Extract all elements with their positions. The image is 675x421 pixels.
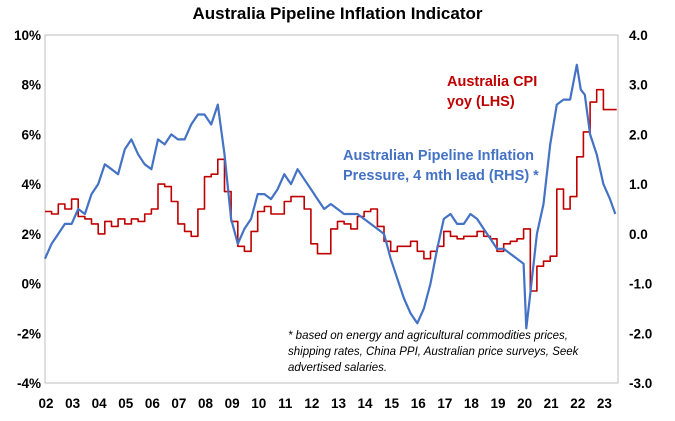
- x-tick-label: 20: [517, 396, 532, 411]
- right-tick-label: 2.0: [629, 127, 648, 142]
- left-tick-label: 4%: [21, 177, 41, 192]
- plot-area-frame: [44, 34, 619, 384]
- series-labels: Australia CPI yoy (LHS) Australian Pipelin…: [343, 74, 539, 184]
- x-tick-label: 10: [251, 396, 266, 411]
- x-tick-label: 13: [331, 396, 347, 411]
- pipeline-series-line: [43, 63, 617, 330]
- x-tick-label: 06: [145, 396, 161, 411]
- x-tick-label: 17: [437, 396, 452, 411]
- x-tick-label: 11: [278, 396, 293, 411]
- footnote: * based on energy and agricultural commo…: [288, 330, 580, 374]
- left-tick-label: -2%: [17, 326, 41, 341]
- footnote-line: advertised salaries.: [288, 362, 387, 374]
- right-tick-label: 0.0: [629, 227, 648, 242]
- pipeline-series-label: Australian Pipeline Inflation: [343, 148, 534, 164]
- right-tick-label: 1.0: [629, 177, 648, 192]
- x-tick-label: 07: [171, 396, 186, 411]
- right-tick-label: 3.0: [629, 78, 648, 93]
- x-tick-label: 02: [38, 396, 53, 411]
- left-axis: 10% 8% 6% 4% 2% 0% -2% -4%: [14, 28, 41, 391]
- left-tick-label: 6%: [21, 127, 41, 142]
- left-tick-label: 2%: [21, 227, 41, 242]
- x-tick-label: 16: [411, 396, 427, 411]
- x-axis: 02 03 04 05 06 07 08 09 10 11 12 13 14 15 16 17 18 19 20 21…: [38, 396, 612, 411]
- x-tick-label: 03: [65, 396, 81, 411]
- cpi-series-line: [45, 88, 617, 292]
- footnote-line: shipping rates, China PPI, Australian pr…: [288, 346, 580, 358]
- footnote-line: * based on energy and agricultural commo…: [288, 330, 568, 342]
- x-tick-label: 23: [597, 396, 613, 411]
- left-tick-label: -4%: [17, 376, 41, 391]
- x-tick-label: 19: [491, 396, 506, 411]
- right-tick-label: -3.0: [629, 376, 652, 391]
- x-tick-label: 21: [544, 396, 560, 411]
- x-tick-label: 04: [92, 396, 108, 411]
- cpi-series-label: Australia CPI: [447, 74, 537, 90]
- right-tick-label: -1.0: [629, 277, 652, 292]
- left-tick-label: 0%: [21, 277, 41, 292]
- x-tick-label: 12: [304, 396, 319, 411]
- x-tick-label: 15: [384, 396, 400, 411]
- x-tick-label: 18: [464, 396, 480, 411]
- left-tick-label: 10%: [14, 28, 41, 43]
- x-tick-label: 08: [198, 396, 214, 411]
- series-layer: [43, 63, 617, 330]
- x-tick-label: 09: [225, 396, 240, 411]
- left-tick-label: 8%: [21, 78, 41, 93]
- x-tick-label: 05: [118, 396, 134, 411]
- x-tick-label: 14: [358, 396, 374, 411]
- right-tick-label: -2.0: [629, 326, 652, 341]
- pipeline-series-label: Pressure, 4 mth lead (RHS) *: [343, 168, 539, 184]
- chart-title: Australia Pipeline Inflation Indicator: [192, 4, 483, 23]
- right-axis: 4.0 3.0 2.0 1.0 0.0 -1.0 -2.0 -3.0: [629, 28, 652, 391]
- right-tick-label: 4.0: [629, 28, 648, 43]
- x-tick-label: 22: [570, 396, 585, 411]
- cpi-series-label: yoy (LHS): [447, 94, 515, 110]
